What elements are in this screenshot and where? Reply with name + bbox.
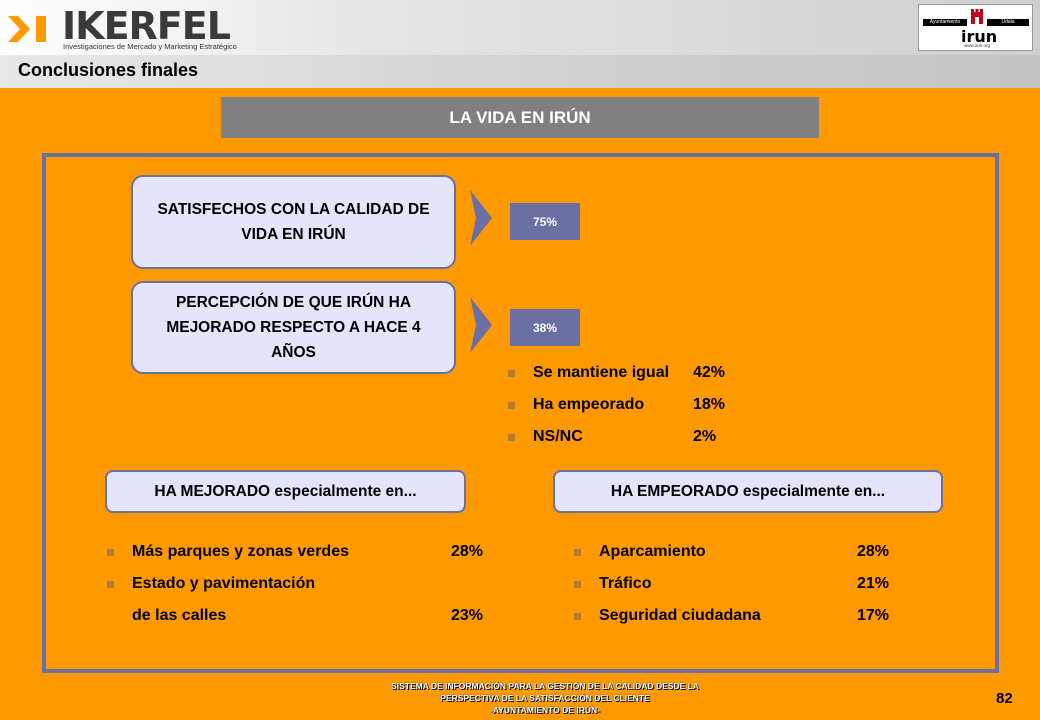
arrow-chevron-icon <box>470 297 492 353</box>
breakdown-list: Se mantiene igual 42% Ha empeorado 18% N… <box>508 364 748 454</box>
list-item-label: NS/NC <box>533 428 583 445</box>
bullet-icon <box>508 434 515 441</box>
irun-logo: Ayuntamiento Udala irun www.irun.org <box>918 4 1033 51</box>
bullet-icon <box>574 549 581 556</box>
improved-list: Más parques y zonas verdes 28% Estado y … <box>107 543 497 633</box>
list-item-label: Más parques y zonas verdes <box>132 543 349 560</box>
footer-line: PERSPECTIVA DE LA SATISFACCIÓN DEL CLIEN… <box>440 693 650 703</box>
worsened-list: Aparcamiento 28% Tráfico 21% Seguridad c… <box>574 543 904 633</box>
list-item-label: Ha empeorado <box>533 396 645 413</box>
list-item-value: 21% <box>857 575 890 592</box>
list-item-value: 23% <box>451 607 484 624</box>
improvement-label: PERCEPCIÓN DE QUE IRÚN HA MEJORADO RESPE… <box>131 281 456 374</box>
content-panel <box>42 153 999 673</box>
logo-text: IKERFEL <box>62 4 231 48</box>
footer-line: SISTEMA DE INFORMACIÓN PARA LA GESTIÓN D… <box>391 681 699 691</box>
list-item-value: 18% <box>693 396 726 413</box>
section-title: Conclusiones finales <box>18 60 199 80</box>
list-item-label: Tráfico <box>599 575 652 592</box>
list-item-label: Se mantiene igual <box>533 364 670 381</box>
bullet-icon <box>574 613 581 620</box>
logo-subtitle: Investigaciones de Mercado y Marketing E… <box>63 42 237 51</box>
list-item-label: Estado y pavimentación <box>132 575 316 592</box>
bullet-icon <box>574 581 581 588</box>
footer-text: SISTEMA DE INFORMACIÓN PARA LA GESTIÓN D… <box>300 680 790 716</box>
list-item-value: 28% <box>857 543 890 560</box>
irun-logo-left-label: Ayuntamiento <box>923 19 967 26</box>
satisfaction-label: SATISFECHOS CON LA CALIDAD DE VIDA EN IR… <box>131 175 456 269</box>
slide-title: LA VIDA EN IRÚN <box>221 97 819 138</box>
arrow-chevron-icon <box>470 190 492 246</box>
footer-line: -AYUNTAMIENTO DE IRÚN- <box>490 705 600 715</box>
worsened-header: HA EMPEORADO especialmente en... <box>553 470 943 513</box>
list-item-value: 2% <box>693 428 717 445</box>
bullet-icon <box>107 581 114 588</box>
list-item-label: Seguridad ciudadana <box>599 607 761 624</box>
satisfaction-value: 75% <box>510 203 580 240</box>
list-item-value: 42% <box>693 364 726 381</box>
improvement-value: 38% <box>510 309 580 346</box>
irun-logo-word: irun <box>961 27 998 46</box>
irun-logo-right-label: Udala <box>987 19 1029 26</box>
crest-icon <box>971 9 983 24</box>
bullet-icon <box>508 402 515 409</box>
improved-header: HA MEJORADO especialmente en... <box>105 470 466 513</box>
irun-logo-url: www.irun.org <box>964 43 991 48</box>
ikerfel-logo-icon <box>8 16 46 42</box>
list-item-value: 17% <box>857 607 890 624</box>
bullet-icon <box>107 549 114 556</box>
page-number: 82 <box>996 690 1013 707</box>
bullet-icon <box>508 370 515 377</box>
list-item-value: 28% <box>451 543 484 560</box>
header-strip <box>0 55 1040 88</box>
list-item-label: de las calles <box>132 607 227 624</box>
list-item-label: Aparcamiento <box>599 543 706 560</box>
